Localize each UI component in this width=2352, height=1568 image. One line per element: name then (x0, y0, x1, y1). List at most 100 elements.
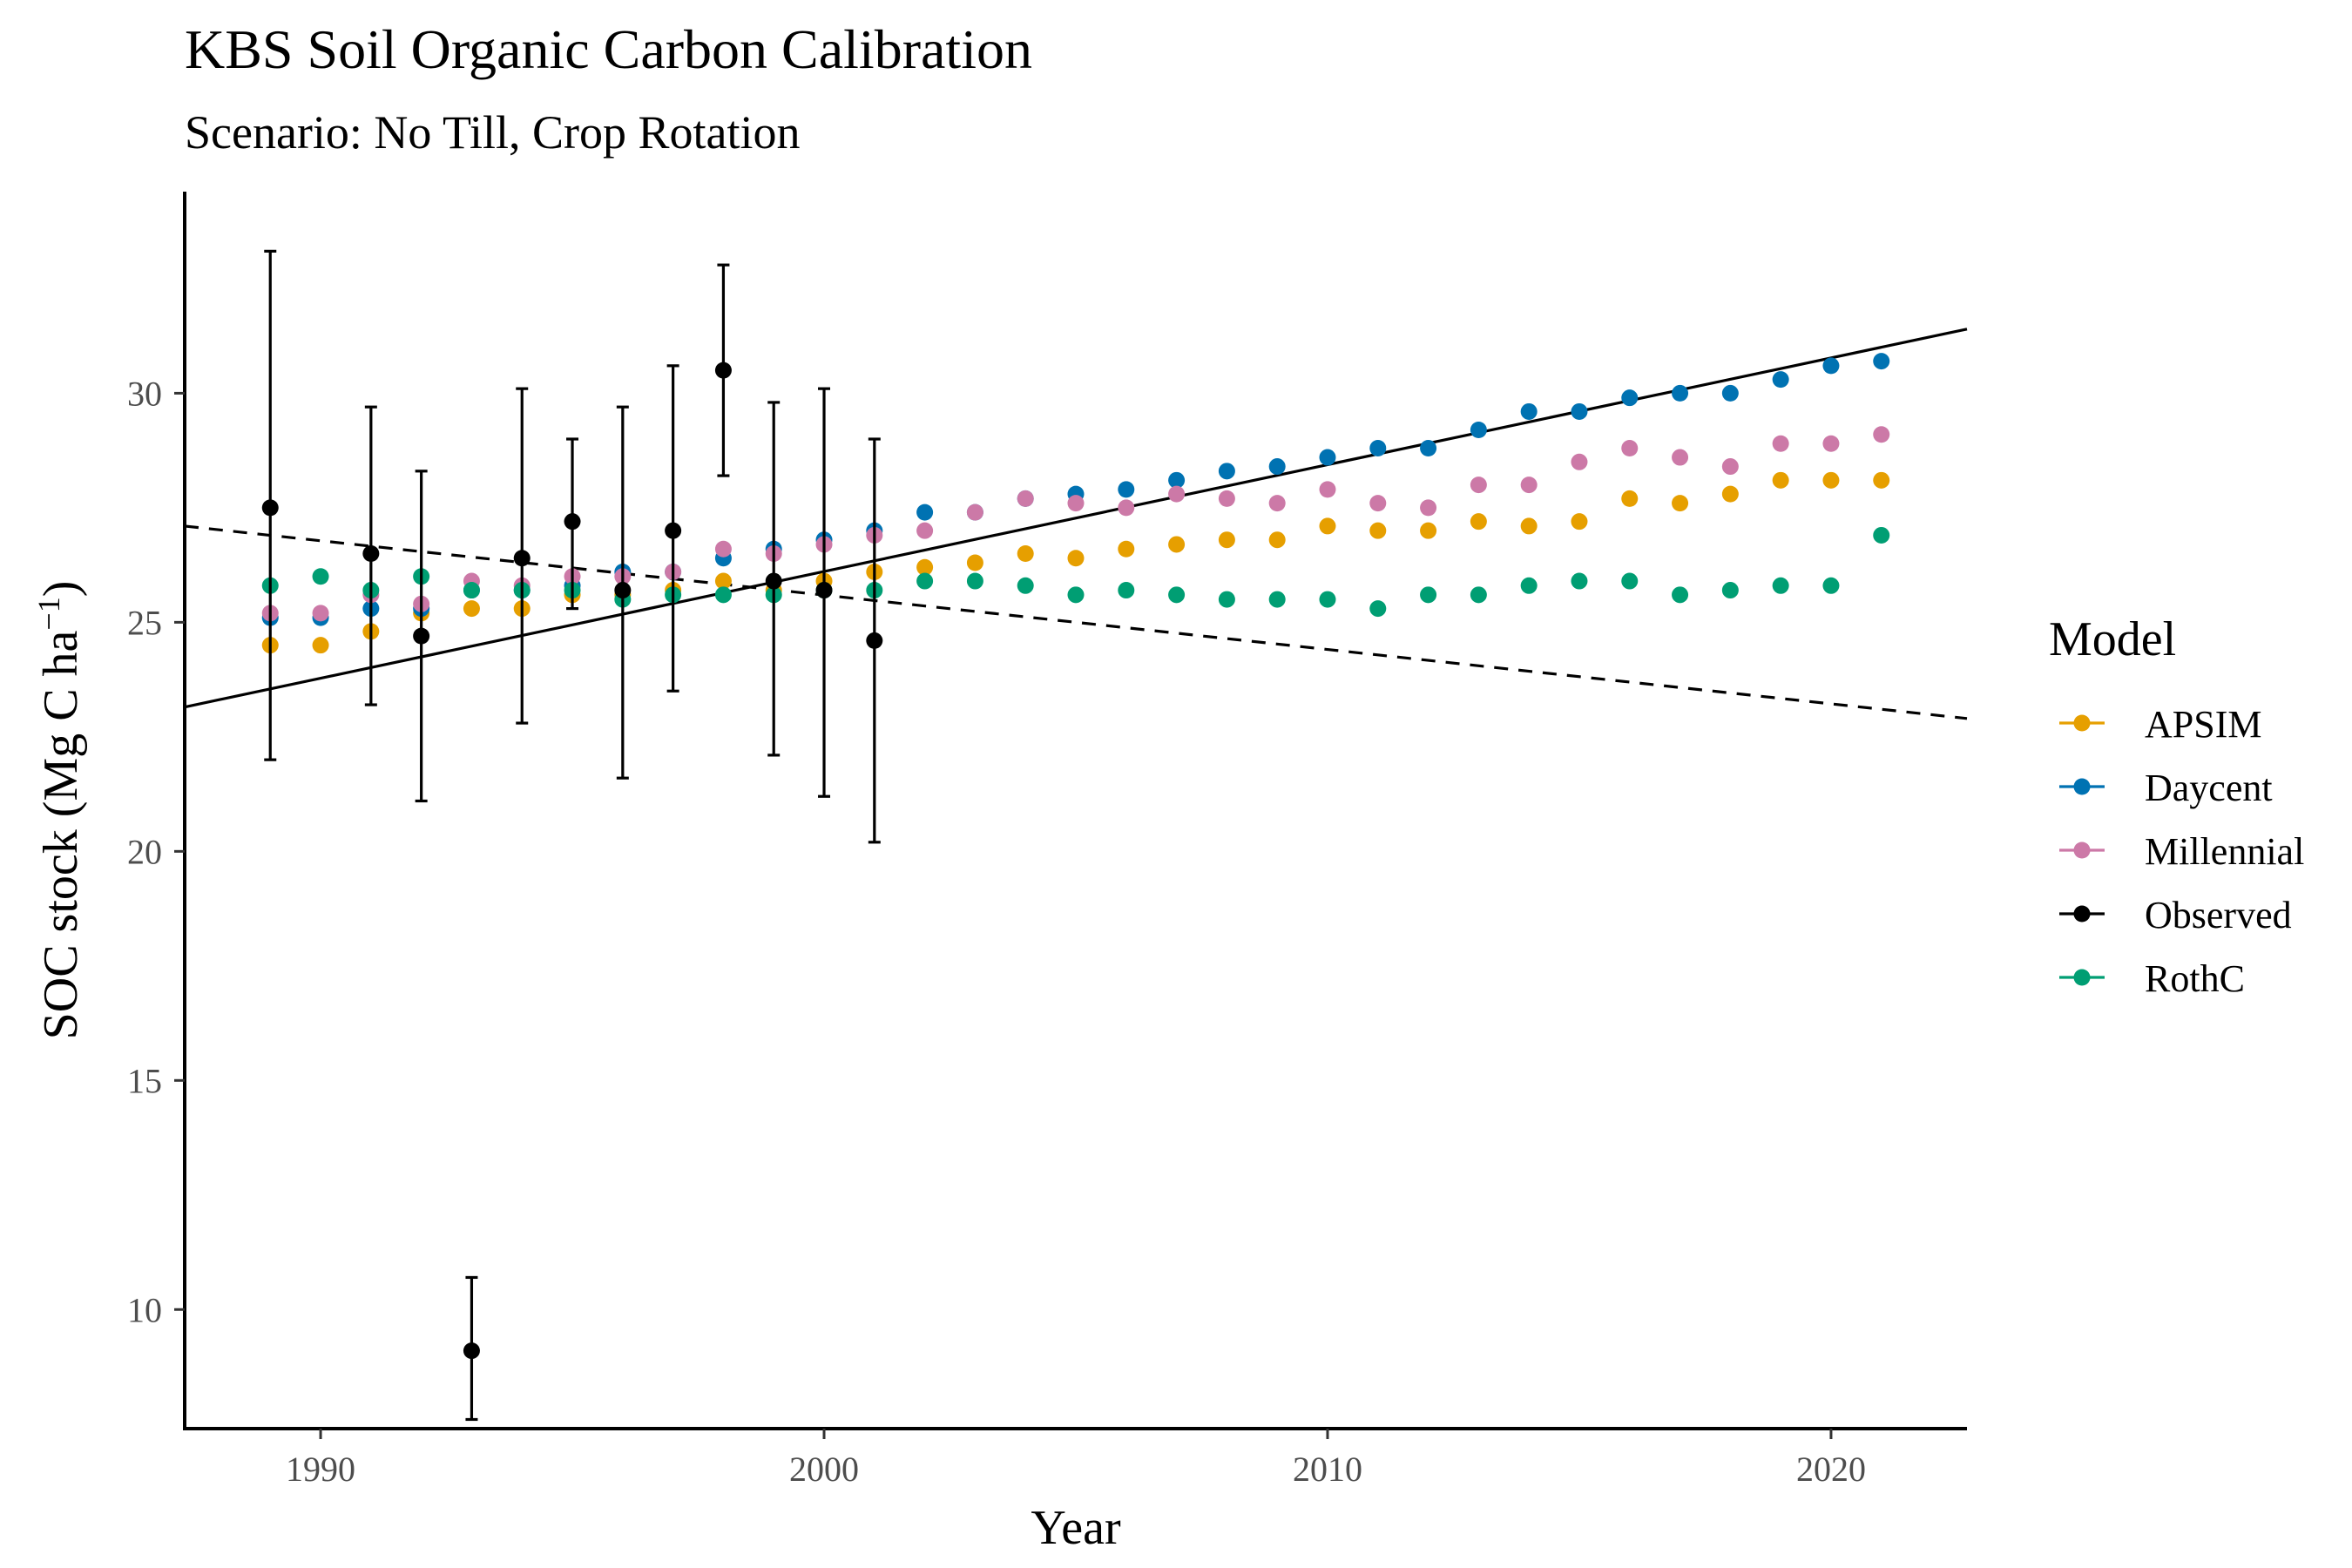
observed-point (614, 582, 632, 599)
daycent-point (1118, 481, 1135, 498)
apsim-point (1369, 522, 1387, 539)
rothc-point (1268, 591, 1286, 608)
x-tick-label: 1990 (286, 1450, 355, 1489)
daycent-point (1168, 471, 1186, 489)
daycent-point (1369, 440, 1387, 457)
rothc-point (1118, 582, 1135, 599)
rothc-point (1822, 577, 1840, 594)
observed-point (362, 544, 380, 562)
millennial-point (1520, 476, 1538, 494)
daycent-point (1721, 384, 1739, 402)
millennial-point (1067, 495, 1085, 512)
observed-point (513, 550, 531, 567)
y-tick-label: 30 (127, 374, 162, 413)
apsim-point (1268, 531, 1286, 549)
x-axis-title: Year (1031, 1501, 1121, 1555)
millennial-point (312, 605, 329, 622)
rothc-point (916, 572, 934, 590)
y-axis-ticks: 10 15 20 25 30 (127, 374, 185, 1329)
legend-label-rothc: RothC (2145, 957, 2245, 1000)
apsim-point (1721, 485, 1739, 503)
observed-point (866, 632, 883, 649)
millennial-point (1470, 476, 1487, 494)
daycent-point (1470, 421, 1487, 438)
observed-point (714, 362, 732, 379)
observed-series (261, 249, 883, 1422)
apsim-point (1067, 550, 1085, 567)
apsim-point (1672, 495, 1689, 512)
apsim-point (1420, 522, 1437, 539)
millennial-point (1017, 490, 1034, 507)
millennial-point (916, 522, 934, 539)
rothc-point (1319, 591, 1336, 608)
rothc-point (1621, 572, 1639, 590)
legend-key-point-daycent (2073, 778, 2091, 795)
millennial-point (1268, 495, 1286, 512)
rothc-point (1218, 591, 1235, 608)
daycent-point (916, 504, 934, 521)
apsim-point (916, 558, 934, 576)
observed-point (665, 522, 682, 539)
apsim-point (1772, 471, 1789, 489)
observed-point (765, 572, 782, 590)
millennial-point (714, 540, 732, 558)
legend-key-point-apsim (2073, 714, 2091, 732)
legend-label-apsim: APSIM (2145, 703, 2262, 746)
rothc-point (1721, 582, 1739, 599)
apsim-point (1822, 471, 1840, 489)
y-tick-label: 25 (127, 603, 162, 642)
rothc-point (714, 586, 732, 604)
observed-point (815, 582, 833, 599)
rothc-point (1873, 526, 1890, 544)
millennial-point (1772, 435, 1789, 452)
daycent-point (1772, 371, 1789, 389)
plot-area (184, 249, 1968, 1422)
daycent-point (1672, 384, 1689, 402)
millennial-point (966, 504, 983, 521)
millennial-point (1420, 499, 1437, 517)
apsim-point (714, 572, 732, 590)
daycent-point (1319, 449, 1336, 466)
daycent-point (1520, 402, 1538, 420)
x-axis-ticks: 1990 2000 2010 2020 (286, 1429, 1866, 1489)
rothc-point (966, 572, 983, 590)
observed-point (413, 627, 430, 645)
millennial-point (1721, 458, 1739, 476)
millennial-point (1218, 490, 1235, 507)
apsim-point (1319, 517, 1336, 535)
millennial-point (1168, 485, 1186, 503)
chart-subtitle: Scenario: No Till, Crop Rotation (185, 106, 801, 159)
apsim-point (1621, 490, 1639, 507)
daycent-point (1218, 463, 1235, 480)
rothc-point (1571, 572, 1588, 590)
legend-key-point-observed (2073, 905, 2091, 923)
apsim-point (1218, 531, 1235, 549)
rothc-point (1470, 586, 1487, 604)
apsim-point (312, 637, 329, 654)
apsim-point (1520, 517, 1538, 535)
observed-point (261, 499, 279, 517)
apsim-point (1118, 540, 1135, 558)
millennial-point (1621, 440, 1639, 457)
apsim-point (966, 554, 983, 571)
apsim-point (463, 600, 480, 618)
apsim-point (1470, 513, 1487, 531)
rothc-point (1772, 577, 1789, 594)
rothc-point (1017, 577, 1034, 594)
apsim-point (1168, 536, 1186, 553)
legend-label-observed: Observed (2145, 894, 2292, 936)
daycent-point (1420, 440, 1437, 457)
rothc-point (1420, 586, 1437, 604)
x-tick-label: 2000 (789, 1450, 859, 1489)
legend-label-daycent: Daycent (2145, 767, 2273, 809)
apsim-point (1571, 513, 1588, 531)
legend: Model APSIM Daycent Millennial Observed Roth… (2049, 612, 2304, 1000)
y-axis-title-close: ) (34, 581, 88, 598)
legend-key-point-millennial (2073, 841, 2091, 859)
x-tick-label: 2020 (1796, 1450, 1866, 1489)
rothc-point (1168, 586, 1186, 604)
y-tick-label: 10 (127, 1290, 162, 1329)
millennial-point (1873, 426, 1890, 443)
millennial-point (1571, 453, 1588, 470)
millennial-point (1822, 435, 1840, 452)
